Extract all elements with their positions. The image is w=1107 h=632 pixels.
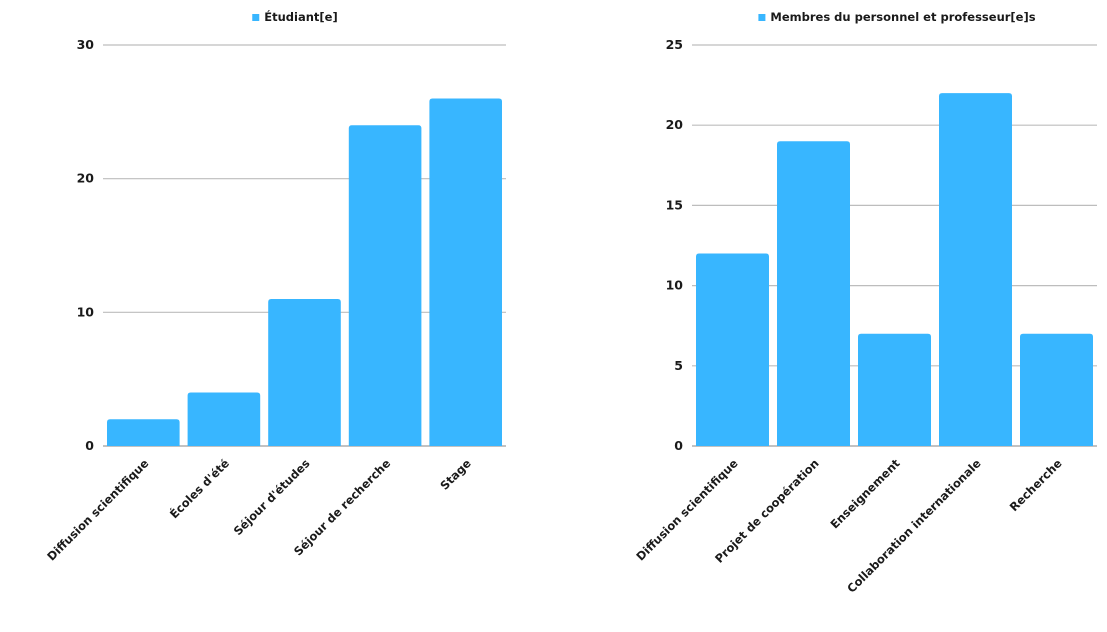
bar [777, 141, 850, 447]
x-category-label: Stage [437, 456, 474, 493]
y-tick-label: 5 [674, 358, 683, 373]
chart-2: 0 5 10 15 20 25 Membres du personnel et profes… [633, 10, 1097, 596]
x-category-label: Enseignement [827, 456, 903, 532]
legend-swatch [252, 14, 260, 21]
legend-swatch [758, 14, 766, 21]
x-category-label: Séjour d'études [231, 456, 313, 538]
bar [1020, 333, 1093, 446]
legend: Étudiant[e] [252, 9, 338, 24]
y-tick-label: 10 [77, 304, 95, 319]
bar [429, 98, 502, 446]
y-tick-label: 0 [85, 438, 94, 453]
bar [858, 333, 931, 446]
bar [696, 253, 769, 446]
y-tick-label: 15 [666, 197, 683, 212]
y-tick-label: 0 [674, 438, 683, 453]
x-category-label: Écoles d'été [166, 455, 232, 521]
y-tick-label: 20 [77, 171, 95, 186]
legend-label: Étudiant[e] [264, 9, 337, 24]
y-tick-label: 10 [666, 278, 684, 293]
bar [348, 125, 422, 446]
x-category-label: Diffusion scientifique [44, 456, 151, 563]
bar [107, 419, 180, 446]
legend: Membres du personnel et professeur[e]s [758, 10, 1036, 24]
y-tick-label: 25 [666, 37, 683, 52]
bar [268, 298, 341, 446]
chart-1: 0 10 20 30 Étudiant[e] Diffusion scientifique… [44, 9, 506, 563]
legend-label: Membres du personnel et professeur[e]s [770, 10, 1035, 24]
y-tick-label: 30 [77, 37, 95, 52]
y-tick-label: 20 [666, 117, 684, 132]
x-category-label: Recherche [1007, 456, 1065, 514]
bar [939, 93, 1012, 447]
bar [187, 392, 261, 446]
x-category-label: Collaboration internationale [844, 456, 984, 596]
